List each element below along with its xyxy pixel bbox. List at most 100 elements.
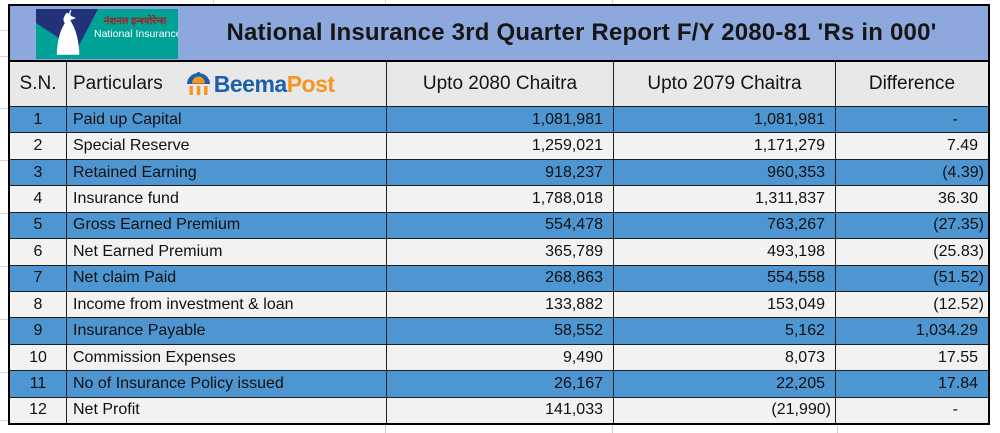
sn-cell: 7 [33, 269, 43, 287]
table-row: 9 Insurance Payable 58,552 5,162 1,034.29 [10, 317, 988, 344]
header-upto-2079: Upto 2079 Chaitra [613, 62, 835, 106]
sn-cell: 9 [33, 322, 43, 340]
gridline [0, 372, 8, 373]
gridline [612, 425, 613, 433]
gridline [0, 108, 8, 109]
logo-text: नंशनल इन्श्योरेन्स National Insurance [94, 16, 178, 40]
sn-cell: 2 [33, 137, 43, 155]
particulars-cell: Insurance Payable [66, 318, 386, 344]
difference-cell: 7.49 [835, 133, 988, 159]
header-difference: Difference [835, 62, 988, 106]
post-wordmark: Post [286, 70, 335, 97]
logo-english-name: National Insurance [94, 27, 178, 40]
table-row: 5 Gross Earned Premium 554,478 763,267 (27.3… [10, 211, 988, 239]
sn-cell: 1 [33, 110, 43, 128]
value-2079-cell: 8,073 [613, 344, 835, 371]
national-insurance-logo: नंशनल इन्श्योरेन्स National Insurance [36, 9, 178, 59]
value-2080-cell: 1,788,018 [386, 186, 613, 212]
gridline [0, 56, 8, 57]
difference-cell: 17.84 [835, 371, 988, 397]
table-row: 11 No of Insurance Policy issued 26,167 22,… [10, 370, 988, 397]
table-row: 10 Commission Expenses 9,490 8,073 17.55 [10, 343, 988, 371]
value-2079-cell: 554,558 [613, 265, 835, 291]
report-table: नंशनल इन्श्योरेन्स National Insurance Na… [8, 4, 990, 425]
umbrella-pavilion-icon [186, 71, 210, 95]
gridline [0, 213, 8, 214]
gridline [213, 0, 214, 4]
table-row: 12 Net Profit 141,033 (21,990) - [10, 396, 988, 424]
value-2080-cell: 133,882 [386, 291, 613, 318]
value-2080-cell: 554,478 [386, 212, 613, 239]
gridline [0, 319, 8, 320]
difference-cell: (4.39) [835, 159, 988, 186]
difference-cell: (51.52) [835, 265, 988, 291]
value-2079-cell: 153,049 [613, 291, 835, 318]
particulars-cell: Gross Earned Premium [66, 212, 386, 239]
table-body: 1 Paid up Capital 1,081,981 1,081,981-2 Spec… [10, 106, 988, 424]
particulars-cell: Commission Expenses [66, 344, 386, 371]
table-row: 1 Paid up Capital 1,081,981 1,081,981- [10, 106, 988, 133]
value-2079-cell: 493,198 [613, 239, 835, 265]
sn-cell: 5 [33, 216, 43, 234]
value-2080-cell: 1,081,981 [386, 107, 613, 133]
table-row: 6 Net Earned Premium 365,789 493,198 (25.83) [10, 238, 988, 265]
header-particulars-label: Particulars [73, 73, 163, 94]
particulars-cell: Insurance fund [66, 186, 386, 212]
value-2080-cell: 9,490 [386, 344, 613, 371]
value-2080-cell: 918,237 [386, 159, 613, 186]
value-2079-cell: (21,990) [613, 397, 835, 424]
table-row: 2 Special Reserve 1,259,021 1,171,279 7.49 [10, 132, 988, 159]
report-title: National Insurance 3rd Quarter Report F/… [226, 19, 937, 46]
particulars-cell: Net Earned Premium [66, 239, 386, 265]
particulars-cell: Income from investment & loan [66, 291, 386, 318]
value-2080-cell: 1,259,021 [386, 133, 613, 159]
sn-cell: 4 [33, 189, 43, 207]
gridline [0, 266, 8, 267]
header-particulars: Particulars Beema Post [66, 62, 386, 106]
value-2079-cell: 22,205 [613, 371, 835, 397]
value-2079-cell: 1,081,981 [613, 107, 835, 133]
difference-cell: (12.52) [835, 291, 988, 318]
value-2080-cell: 141,033 [386, 397, 613, 424]
gridline [0, 420, 8, 421]
gridline [612, 0, 613, 4]
difference-cell: - [835, 107, 988, 133]
table-row: 7 Net claim Paid 268,863 554,558 (51.52) [10, 264, 988, 291]
value-2080-cell: 26,167 [386, 371, 613, 397]
table-row: 8 Income from investment & loan 133,882 153… [10, 290, 988, 318]
value-2079-cell: 5,162 [613, 318, 835, 344]
sn-cell: 3 [33, 163, 43, 181]
sn-cell: 12 [29, 401, 47, 419]
particulars-cell: Special Reserve [66, 133, 386, 159]
value-2080-cell: 58,552 [386, 318, 613, 344]
difference-cell: 1,034.29 [835, 318, 988, 344]
beema-wordmark: Beema [213, 70, 287, 97]
table-row: 3 Retained Earning 918,237 960,353 (4.39) [10, 158, 988, 186]
value-2079-cell: 1,171,279 [613, 133, 835, 159]
particulars-cell: Paid up Capital [66, 107, 386, 133]
title-banner: नंशनल इन्श्योरेन्स National Insurance Na… [10, 6, 988, 62]
particulars-cell: Net claim Paid [66, 265, 386, 291]
beemapost-watermark: Beema Post [185, 71, 335, 98]
peacock-bird-icon [36, 9, 98, 59]
value-2079-cell: 1,311,837 [613, 186, 835, 212]
difference-cell: - [835, 397, 988, 424]
difference-cell: (27.35) [835, 212, 988, 239]
difference-cell: 36.30 [835, 186, 988, 212]
value-2079-cell: 960,353 [613, 159, 835, 186]
value-2080-cell: 365,789 [386, 239, 613, 265]
difference-cell: 17.55 [835, 344, 988, 371]
sn-cell: 10 [29, 348, 47, 366]
gridline [837, 425, 838, 433]
sn-cell: 11 [29, 374, 47, 392]
value-2080-cell: 268,863 [386, 265, 613, 291]
value-2079-cell: 763,267 [613, 212, 835, 239]
particulars-cell: Net Profit [66, 397, 386, 424]
gridline [385, 0, 386, 4]
sn-cell: 6 [33, 242, 43, 260]
difference-cell: (25.83) [835, 239, 988, 265]
gridline [0, 160, 8, 161]
particulars-cell: Retained Earning [66, 159, 386, 186]
gridline [385, 425, 386, 433]
